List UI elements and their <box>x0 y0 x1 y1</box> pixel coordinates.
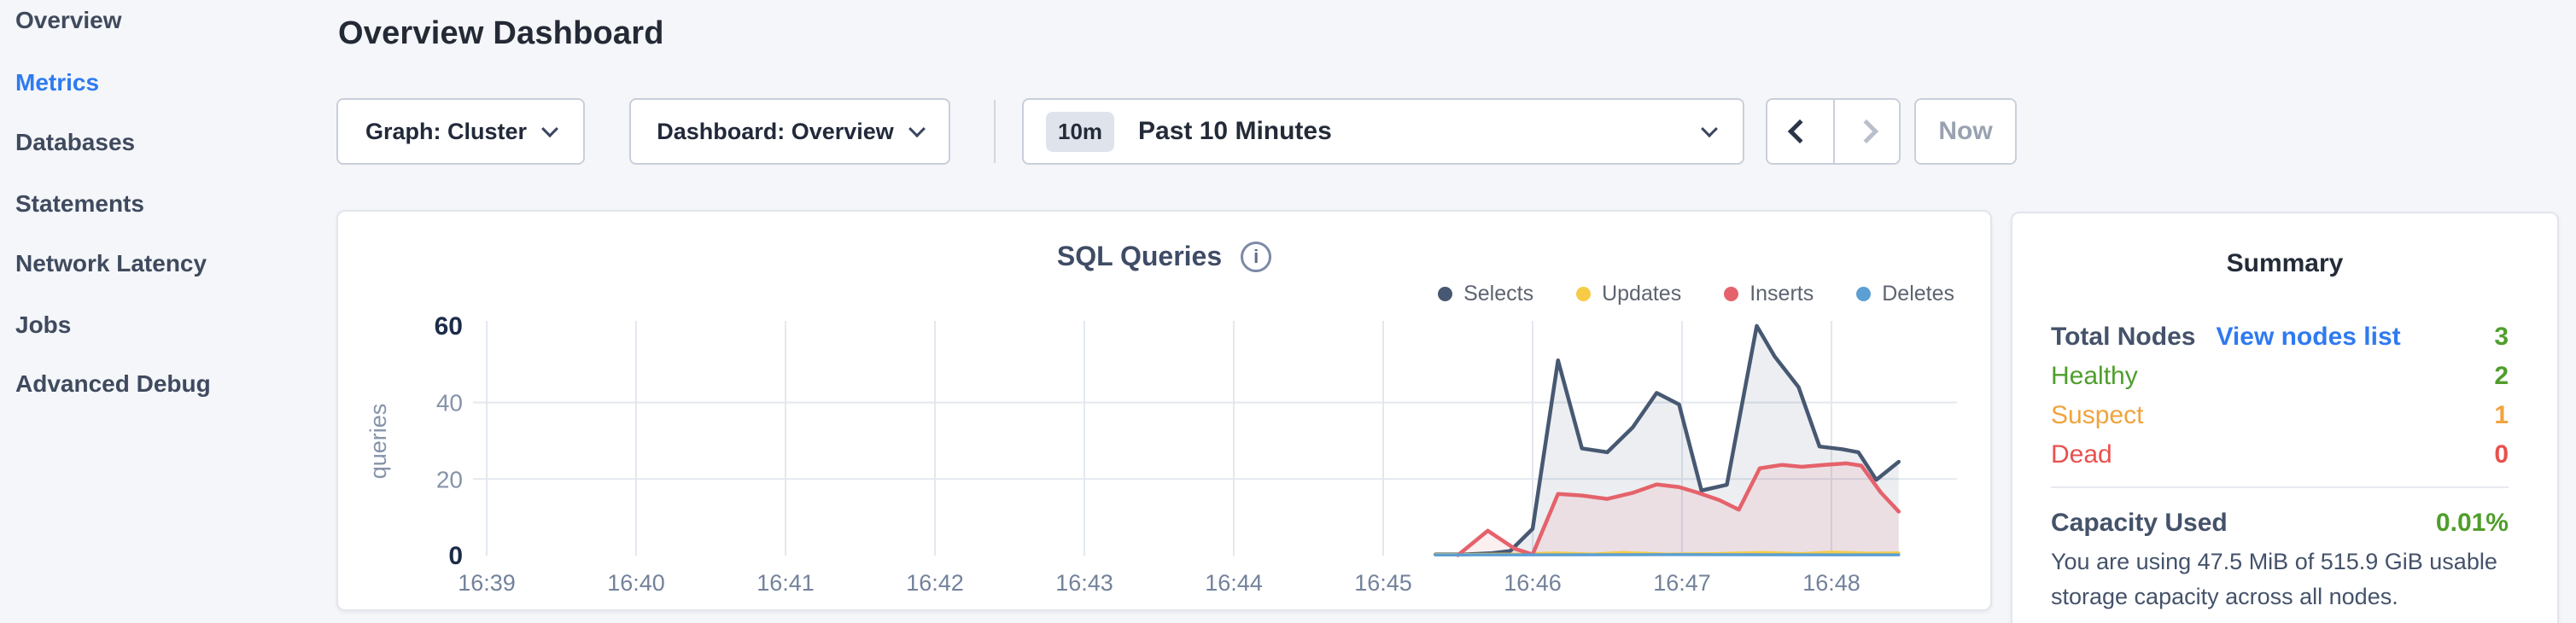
healthy-label: Healthy <box>2051 362 2138 390</box>
summary-divider <box>2051 486 2509 488</box>
dashboard-dropdown-label: Dashboard: Overview <box>657 118 894 144</box>
summary-row-healthy: Healthy 2 <box>2051 362 2509 391</box>
time-next-button[interactable] <box>1832 100 1899 163</box>
now-button[interactable]: Now <box>1914 98 2017 165</box>
sidebar-item-advanced-debug[interactable]: Advanced Debug <box>15 370 211 397</box>
capacity-description: You are using 47.5 MiB of 515.9 GiB usab… <box>2051 549 2497 609</box>
legend-item-selects[interactable]: Selects <box>1438 282 1533 306</box>
healthy-value: 2 <box>2494 362 2509 390</box>
summary-row-suspect: Suspect 1 <box>2051 401 2509 430</box>
time-range-dropdown[interactable]: 10m Past 10 Minutes <box>1022 98 1744 165</box>
svg-text:queries: queries <box>365 404 391 480</box>
suspect-value: 1 <box>2494 401 2509 429</box>
svg-text:16:48: 16:48 <box>1802 570 1860 596</box>
svg-text:16:39: 16:39 <box>458 570 516 596</box>
capacity-used-label: Capacity Used <box>2051 509 2228 537</box>
dashboard-dropdown[interactable]: Dashboard: Overview <box>629 98 950 165</box>
updates-dot-icon <box>1576 287 1592 301</box>
svg-text:16:43: 16:43 <box>1055 570 1113 596</box>
sidebar: Overview Metrics Databases Statements Ne… <box>0 0 335 623</box>
sidebar-item-overview[interactable]: Overview <box>15 7 122 33</box>
toolbar-divider <box>994 100 996 163</box>
legend-item-inserts[interactable]: Inserts <box>1724 282 1814 306</box>
svg-text:16:41: 16:41 <box>756 570 815 596</box>
graph-scope-dropdown[interactable]: Graph: Cluster <box>336 98 585 165</box>
total-nodes-value: 3 <box>2494 323 2509 351</box>
sidebar-item-databases[interactable]: Databases <box>15 129 136 155</box>
legend-item-deletes[interactable]: Deletes <box>1856 282 1954 306</box>
svg-text:60: 60 <box>435 312 463 341</box>
page-title: Overview Dashboard <box>338 15 664 51</box>
sidebar-item-network-latency[interactable]: Network Latency <box>15 250 207 277</box>
svg-text:0: 0 <box>448 542 463 570</box>
svg-text:16:44: 16:44 <box>1205 570 1263 596</box>
time-step-buttons <box>1766 98 1901 165</box>
summary-row-capacity: Capacity Used 0.01% <box>2051 509 2509 538</box>
summary-row-total-nodes: Total Nodes View nodes list 3 <box>2051 323 2509 352</box>
graph-scope-dropdown-label: Graph: Cluster <box>365 118 528 144</box>
sidebar-item-metrics[interactable]: Metrics <box>15 69 100 96</box>
legend-item-updates[interactable]: Updates <box>1576 282 1681 306</box>
svg-text:16:47: 16:47 <box>1653 570 1711 596</box>
time-range-label: Past 10 Minutes <box>1138 117 1332 145</box>
selects-dot-icon <box>1438 287 1453 301</box>
dead-value: 0 <box>2494 440 2509 469</box>
summary-row-dead: Dead 0 <box>2051 440 2509 469</box>
chevron-down-icon <box>541 120 558 138</box>
now-button-label: Now <box>1938 117 1993 145</box>
summary-panel: Summary Total Nodes View nodes list 3 He… <box>2011 212 2559 623</box>
time-range-badge: 10m <box>1046 111 1115 152</box>
svg-text:20: 20 <box>436 466 463 492</box>
svg-text:16:46: 16:46 <box>1504 570 1562 596</box>
sql-queries-chart[interactable]: 0 20 40 60 16:39 16:40 16:41 16:42 16:43 16:44 16:… <box>338 212 1994 613</box>
svg-text:16:40: 16:40 <box>607 570 665 596</box>
chevron-down-icon <box>908 120 926 138</box>
suspect-label: Suspect <box>2051 401 2144 429</box>
chevron-left-icon <box>1788 119 1813 144</box>
sidebar-item-jobs[interactable]: Jobs <box>15 312 72 338</box>
sidebar-item-statements[interactable]: Statements <box>15 190 144 217</box>
view-nodes-list-link[interactable]: View nodes list <box>2216 323 2401 351</box>
chart-legend: Selects Updates Inserts Deletes <box>1438 282 1954 306</box>
info-icon[interactable]: i <box>1241 241 1272 272</box>
chevron-right-icon <box>1855 119 1879 144</box>
svg-text:16:42: 16:42 <box>906 570 964 596</box>
capacity-used-value: 0.01% <box>2435 509 2509 537</box>
inserts-dot-icon <box>1724 287 1739 301</box>
svg-text:16:45: 16:45 <box>1354 570 1412 596</box>
dead-label: Dead <box>2051 440 2112 469</box>
chevron-down-icon <box>1701 120 1718 138</box>
svg-text:40: 40 <box>436 390 463 416</box>
deletes-dot-icon <box>1856 287 1872 301</box>
total-nodes-label: Total Nodes <box>2051 323 2196 351</box>
summary-title: Summary <box>2226 249 2344 277</box>
chart-title: SQL Queries <box>1056 241 1223 271</box>
sql-queries-chart-card: 0 20 40 60 16:39 16:40 16:41 16:42 16:43 16:44 16:… <box>336 210 1992 611</box>
time-prev-button[interactable] <box>1767 100 1833 163</box>
